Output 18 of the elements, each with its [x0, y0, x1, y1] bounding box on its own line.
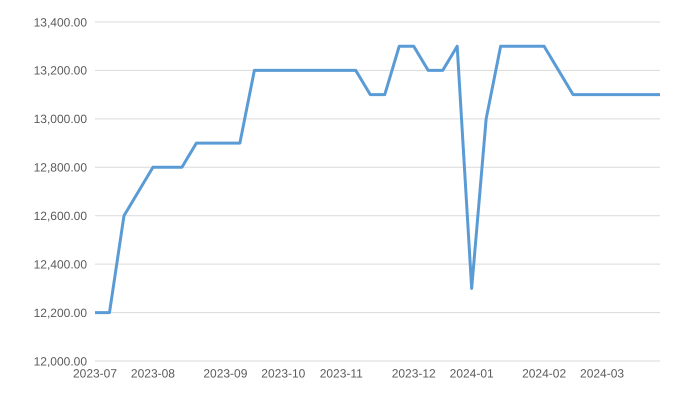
y-tick-label: 12,600.00 [34, 208, 88, 223]
x-tick-label: 2023-12 [392, 366, 436, 381]
x-tick-label: 2024-03 [580, 366, 624, 381]
y-tick-label: 12,400.00 [34, 257, 88, 272]
y-tick-label: 12,000.00 [34, 354, 88, 368]
y-tick-label: 12,200.00 [34, 306, 88, 320]
line-series [95, 44, 660, 314]
x-tick-label: 2023-07 [72, 366, 118, 381]
x-tick-label: 2023-08 [130, 366, 176, 381]
x-tick-label: 2023-10 [261, 366, 306, 381]
y-tick-label: 13,400.00 [34, 15, 88, 30]
x-tick-label: 2023-09 [203, 366, 248, 381]
x-tick-label: 2024-01 [450, 366, 494, 381]
x-tick-label: 2024-02 [522, 366, 566, 381]
x-tick-label: 2023-11 [320, 366, 364, 381]
y-tick-label: 13,200.00 [34, 64, 88, 78]
y-tick-label: 13,000.00 [34, 112, 88, 126]
y-tick-label: 12,800.00 [34, 160, 88, 175]
